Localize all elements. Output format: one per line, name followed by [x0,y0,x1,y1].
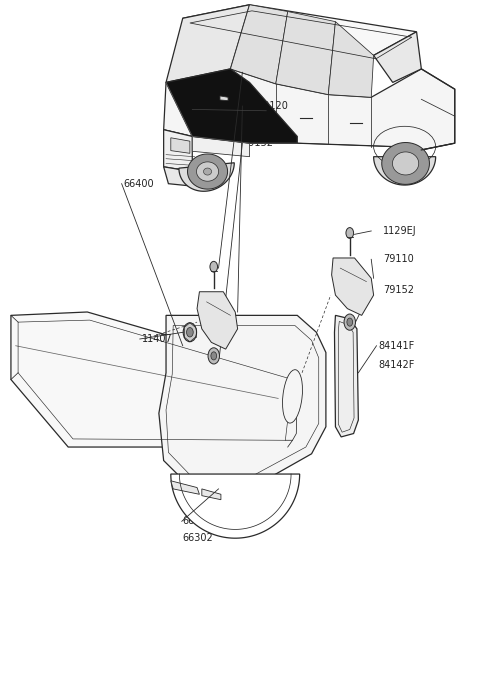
Polygon shape [164,69,455,150]
Circle shape [347,318,353,326]
Polygon shape [332,258,373,315]
Text: 79152: 79152 [242,138,274,148]
Polygon shape [166,5,250,83]
Text: 1129EJ: 1129EJ [257,67,290,77]
Polygon shape [171,474,300,538]
Polygon shape [197,292,238,349]
Polygon shape [171,481,199,494]
Text: 79110: 79110 [383,254,414,264]
Circle shape [344,314,356,330]
Polygon shape [276,12,336,94]
Polygon shape [171,138,190,153]
Polygon shape [11,312,297,447]
Text: 1129EJ: 1129EJ [383,226,417,236]
Circle shape [208,348,219,364]
Polygon shape [164,129,192,172]
Polygon shape [382,142,430,184]
Text: 84141F: 84141F [378,341,415,351]
Text: 11407: 11407 [142,334,173,344]
Polygon shape [188,154,228,189]
Text: 66301: 66301 [183,517,213,526]
Polygon shape [335,315,359,437]
Polygon shape [373,32,421,83]
Polygon shape [373,157,436,185]
Polygon shape [159,315,326,489]
Ellipse shape [283,370,302,423]
Polygon shape [328,22,373,97]
Text: 79152: 79152 [383,285,414,296]
Text: 66302: 66302 [183,533,214,543]
Polygon shape [183,5,417,56]
Polygon shape [393,152,419,175]
Polygon shape [204,168,212,175]
Polygon shape [166,69,297,143]
Circle shape [211,352,216,360]
Text: 84142F: 84142F [378,359,415,370]
Polygon shape [220,96,228,100]
Polygon shape [179,163,234,191]
Polygon shape [230,5,288,84]
Circle shape [346,228,354,239]
Polygon shape [202,489,221,500]
Circle shape [187,327,193,337]
Circle shape [183,323,197,342]
Circle shape [210,261,217,272]
Text: 79120: 79120 [257,101,288,111]
Polygon shape [196,162,218,181]
Polygon shape [192,136,250,157]
Text: 66400: 66400 [123,179,154,188]
Polygon shape [164,167,202,187]
